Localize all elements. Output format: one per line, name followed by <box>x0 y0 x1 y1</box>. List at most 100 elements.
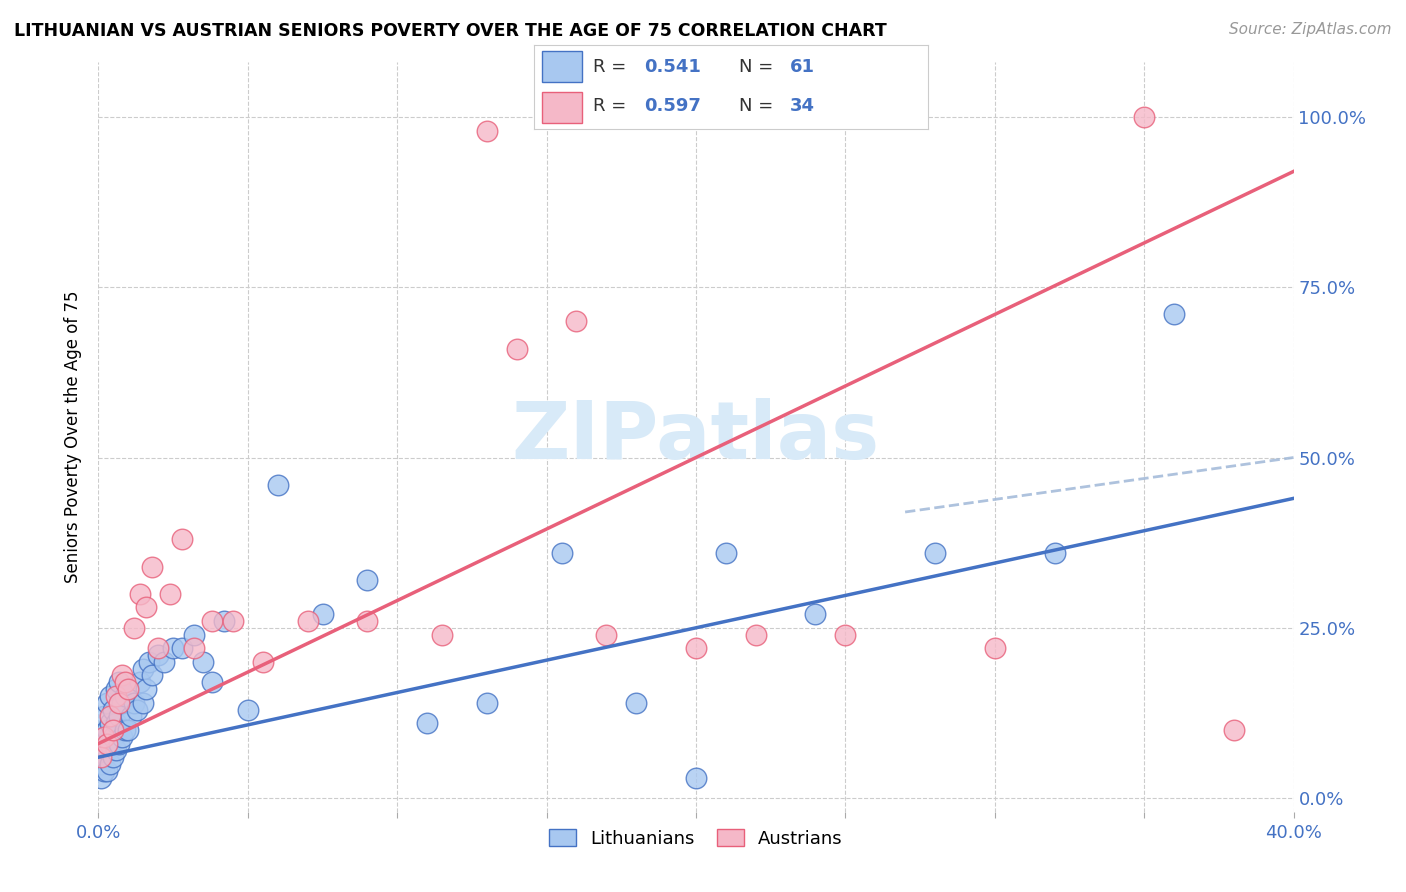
Text: N =: N = <box>740 58 779 76</box>
Point <box>103 730 125 744</box>
Point <box>135 682 157 697</box>
Point <box>111 730 134 744</box>
Point <box>114 723 136 737</box>
Point <box>745 627 768 641</box>
Point <box>129 587 152 601</box>
Point <box>141 559 163 574</box>
Point <box>201 614 224 628</box>
Point <box>90 757 112 772</box>
Point <box>148 641 170 656</box>
Point <box>90 771 112 785</box>
Point <box>153 655 176 669</box>
Y-axis label: Seniors Poverty Over the Age of 75: Seniors Poverty Over the Age of 75 <box>65 291 83 583</box>
Point <box>183 627 205 641</box>
Point <box>984 641 1007 656</box>
Point <box>114 675 136 690</box>
Point <box>124 621 146 635</box>
Point <box>93 709 115 723</box>
Point <box>127 702 149 716</box>
Text: R =: R = <box>593 97 633 115</box>
Point <box>201 675 224 690</box>
Point <box>90 750 112 764</box>
Point <box>1223 723 1246 737</box>
Point <box>804 607 827 622</box>
Legend: Lithuanians, Austrians: Lithuanians, Austrians <box>541 822 851 855</box>
Point <box>98 737 122 751</box>
Text: LITHUANIAN VS AUSTRIAN SENIORS POVERTY OVER THE AGE OF 75 CORRELATION CHART: LITHUANIAN VS AUSTRIAN SENIORS POVERTY O… <box>14 22 887 40</box>
FancyBboxPatch shape <box>543 52 582 82</box>
Point <box>98 757 122 772</box>
Point <box>1133 110 1156 124</box>
Point <box>297 614 319 628</box>
Point <box>172 533 194 547</box>
Point <box>924 546 946 560</box>
Point <box>356 614 378 628</box>
Point <box>183 641 205 656</box>
Point <box>685 771 707 785</box>
Point <box>138 655 160 669</box>
Point <box>105 743 128 757</box>
Point <box>475 696 498 710</box>
Point <box>626 696 648 710</box>
Point <box>834 627 856 641</box>
Point <box>565 314 588 328</box>
Point <box>93 730 115 744</box>
Point <box>311 607 333 622</box>
Text: 61: 61 <box>790 58 815 76</box>
Point <box>550 546 572 560</box>
Point <box>148 648 170 662</box>
Point <box>685 641 707 656</box>
Point <box>108 709 131 723</box>
Point <box>105 716 128 731</box>
Point <box>267 477 290 491</box>
Point <box>117 682 139 697</box>
Point <box>93 750 115 764</box>
Point <box>236 702 259 716</box>
Text: R =: R = <box>593 58 633 76</box>
Point <box>98 709 122 723</box>
Point <box>117 682 139 697</box>
Point <box>96 723 118 737</box>
Point <box>129 675 152 690</box>
Point <box>108 696 131 710</box>
Point <box>108 737 131 751</box>
Point <box>90 737 112 751</box>
Point <box>162 641 184 656</box>
Point <box>222 614 245 628</box>
Text: 34: 34 <box>790 97 815 115</box>
Point <box>356 573 378 587</box>
Point <box>98 689 122 703</box>
Point <box>114 689 136 703</box>
Point <box>141 668 163 682</box>
Point <box>96 737 118 751</box>
Point <box>252 655 274 669</box>
Point <box>159 587 181 601</box>
Point <box>117 723 139 737</box>
Point <box>111 696 134 710</box>
Text: ZIPatlas: ZIPatlas <box>512 398 880 476</box>
Text: 0.541: 0.541 <box>644 58 702 76</box>
Point <box>103 750 125 764</box>
Point <box>120 709 142 723</box>
Point <box>595 627 617 641</box>
Point <box>93 730 115 744</box>
Point <box>103 702 125 716</box>
FancyBboxPatch shape <box>543 92 582 122</box>
Point <box>172 641 194 656</box>
Point <box>416 716 439 731</box>
Text: Source: ZipAtlas.com: Source: ZipAtlas.com <box>1229 22 1392 37</box>
Point <box>111 668 134 682</box>
Point <box>93 764 115 778</box>
Point <box>475 123 498 137</box>
Text: 0.597: 0.597 <box>644 97 702 115</box>
Point <box>105 682 128 697</box>
Point <box>108 675 131 690</box>
Point <box>98 716 122 731</box>
Point <box>96 764 118 778</box>
Point <box>1043 546 1066 560</box>
Point <box>714 546 737 560</box>
Point <box>96 696 118 710</box>
Point <box>132 696 155 710</box>
Point <box>1163 308 1185 322</box>
Point <box>135 600 157 615</box>
